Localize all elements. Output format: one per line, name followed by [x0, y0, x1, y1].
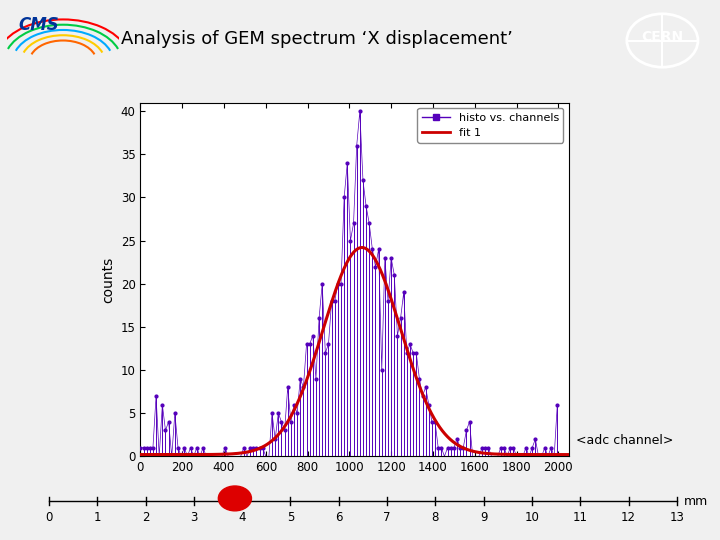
Legend: histo vs. channels, fit 1: histo vs. channels, fit 1 — [418, 108, 563, 143]
Text: 5: 5 — [287, 511, 294, 524]
Y-axis label: counts: counts — [101, 256, 115, 302]
Text: CERN: CERN — [642, 30, 683, 44]
Text: 10: 10 — [524, 511, 539, 524]
Text: CMS: CMS — [19, 16, 59, 34]
Text: 0: 0 — [45, 511, 53, 524]
Text: 13: 13 — [670, 511, 684, 524]
Text: 8: 8 — [431, 511, 439, 524]
Text: mm: mm — [684, 495, 708, 508]
Text: 12: 12 — [621, 511, 636, 524]
Text: 6: 6 — [335, 511, 343, 524]
Text: 11: 11 — [572, 511, 588, 524]
Text: Analysis of GEM spectrum ‘X displacement’: Analysis of GEM spectrum ‘X displacement… — [121, 30, 513, 48]
Text: 3: 3 — [190, 511, 197, 524]
Text: 9: 9 — [480, 511, 487, 524]
Text: 4: 4 — [238, 511, 246, 524]
Text: <adc channel>: <adc channel> — [576, 434, 673, 447]
Text: 7: 7 — [383, 511, 391, 524]
Text: 1: 1 — [94, 511, 101, 524]
Text: 2: 2 — [142, 511, 149, 524]
